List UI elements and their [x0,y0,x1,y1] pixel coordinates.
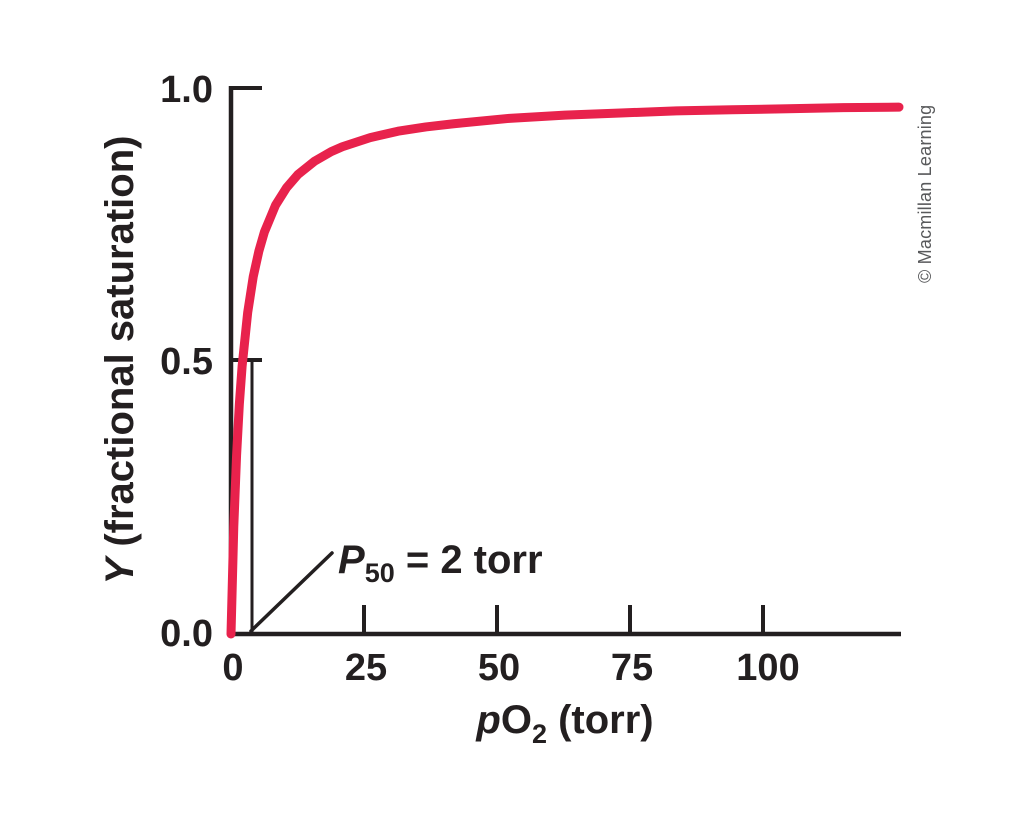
p50-annotation-rest: = 2 torr [395,538,543,582]
x-tick-label-4: 100 [736,647,799,689]
p50-annotation-subscript: 50 [365,558,395,588]
copyright-credit: © Macmillan Learning [915,105,935,283]
x-axis-title-prefix: p [475,698,500,742]
y-tick-label-2: 1.0 [160,69,213,111]
x-axis-title-sub: 2 [532,719,547,749]
x-axis-title: pO2 (torr) [475,698,653,749]
p50-annotation-symbol: P [338,538,365,582]
y-tick-label-0: 0.0 [160,613,213,655]
y-axis-title: Y (fractional saturation) [98,136,142,585]
y-axis-title-prefix: Y [98,554,142,584]
y-axis-title-suffix: (fractional saturation) [98,136,142,558]
x-axis-title-main: O [501,698,532,742]
x-tick-label-0: 0 [222,647,243,689]
x-tick-label-2: 50 [478,647,520,689]
saturation-curve-path [226,102,904,639]
x-tick-label-1: 25 [345,647,387,689]
x-axis-title-suffix: (torr) [547,698,654,742]
y-tick-label-1: 0.5 [160,341,213,383]
p50-annotation: P50 = 2 torr [338,538,543,588]
p50-leader-line [249,551,334,633]
x-tick-label-3: 75 [611,647,653,689]
